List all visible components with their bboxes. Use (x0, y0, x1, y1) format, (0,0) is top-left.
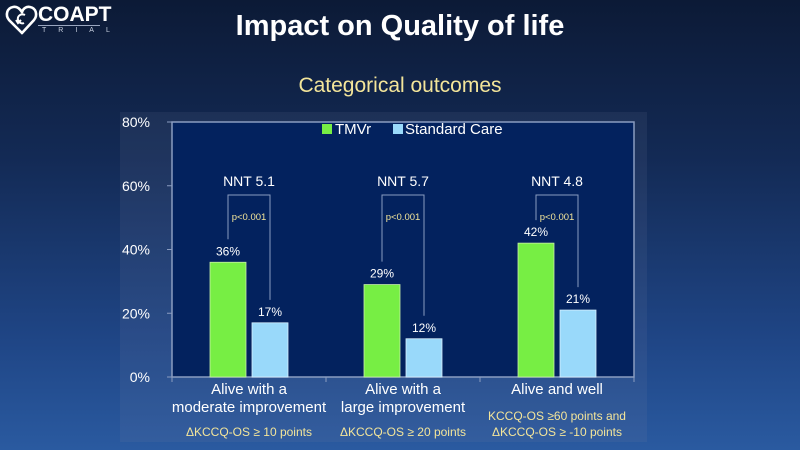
category-note: ΔKCCQ-OS ≥ 20 points (340, 425, 466, 439)
significance-bracket (381, 194, 425, 316)
p-value-label: p<0.001 (540, 212, 575, 223)
y-tick-label: 80% (122, 114, 150, 130)
bar-tmvr (363, 284, 401, 378)
significance-bracket (535, 194, 579, 288)
significance-bracket (227, 194, 271, 300)
category-label: Alive with a moderate improvement (171, 381, 327, 416)
category-label: Alive with a large improvement (340, 381, 466, 416)
data-label-standard-care: 21% (566, 292, 590, 306)
bar-standard-care (559, 309, 597, 378)
bar-standard-care (405, 338, 443, 378)
legend-label-tmvr: TMVr (335, 121, 371, 138)
bar-standard-care (251, 322, 289, 378)
plot-area (171, 121, 635, 378)
bar-tmvr (209, 261, 247, 378)
p-value-label: p<0.001 (232, 212, 267, 223)
bar-tmvr (517, 242, 555, 378)
y-tick-label: 0% (130, 369, 150, 385)
coapt-logo: COAPT TRIAL (4, 2, 114, 42)
data-label-standard-care: 17% (258, 305, 282, 319)
y-tick-label: 60% (122, 178, 150, 194)
slide-title: Impact on Quality of life (235, 10, 565, 42)
data-label-tmvr: 36% (216, 244, 240, 258)
y-tick-label: 40% (122, 242, 150, 258)
logo-name: COAPT (38, 3, 112, 26)
logo-rule (38, 25, 100, 26)
slide-subtitle: Categorical outcomes (298, 74, 502, 97)
nnt-label: NNT 5.1 (223, 173, 275, 189)
p-value-label: p<0.001 (386, 212, 421, 223)
category-label: Alive and well (511, 381, 603, 398)
data-label-standard-care: 12% (412, 321, 436, 335)
legend-swatch-standard (393, 124, 403, 134)
legend-label-standard: Standard Care (405, 121, 503, 138)
data-label-tmvr: 42% (524, 225, 548, 239)
category-note: ΔKCCQ-OS ≥ 10 points (186, 425, 312, 439)
nnt-label: NNT 4.8 (531, 173, 583, 189)
data-label-tmvr: 29% (370, 267, 394, 281)
logo-sub: TRIAL (42, 27, 122, 34)
legend-swatch-tmvr (322, 124, 332, 134)
nnt-label: NNT 5.7 (377, 173, 429, 189)
heart-arrow-icon (5, 5, 38, 35)
y-tick-label: 20% (122, 305, 150, 321)
category-note: KCCQ-OS ≥60 points and ΔKCCQ-OS ≥ -10 poi… (488, 409, 626, 439)
